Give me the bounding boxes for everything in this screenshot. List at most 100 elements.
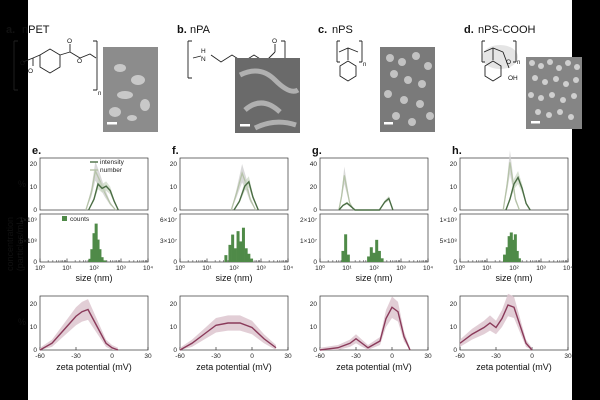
- zeta-y-label: %: [18, 317, 26, 327]
- zeta-x-label: zeta potential (mV): [336, 362, 412, 372]
- zeta-series-line: [39, 308, 119, 351]
- panel-letter-b: b.: [177, 24, 187, 36]
- zeta-y-tick: 10: [450, 324, 458, 331]
- ps-n: n: [363, 62, 366, 68]
- pet-o4: O: [77, 58, 82, 65]
- counts-bar: [503, 254, 507, 262]
- counts-bar: [96, 239, 100, 262]
- intensity-uncertainty-band: [338, 196, 393, 210]
- zeta-y-tick: 0: [33, 347, 37, 354]
- percent-y-tick: 20: [30, 161, 38, 168]
- size-x-tick-label: 10⁰: [175, 264, 185, 272]
- chem-structure-pet-icon: [13, 40, 98, 91]
- counts-bar: [228, 244, 232, 262]
- number-series-line: [338, 175, 355, 211]
- zeta-plot-frame: [179, 295, 289, 351]
- counts-bar: [88, 258, 92, 262]
- zeta-series-line: [179, 322, 277, 351]
- pet-n: n: [98, 91, 101, 97]
- legend-number-label: number: [100, 167, 123, 174]
- zeta-x-tick-label: 0: [110, 353, 114, 360]
- scale-bar-pa: [240, 124, 250, 127]
- scale-bar-ps-cooh: [531, 121, 540, 124]
- cooh-o: O: [506, 59, 511, 66]
- size-x-tick-label: 10⁴: [563, 265, 573, 272]
- size-x-tick-label: 10⁴: [283, 265, 293, 272]
- zeta-x-tick-label: -60: [455, 353, 465, 360]
- concentration-y-tick: 2×10⁷: [300, 217, 318, 224]
- chart-panel-letter: e.: [32, 145, 41, 157]
- zeta-y-tick: 0: [453, 347, 457, 354]
- number-series-line: [85, 168, 117, 211]
- size-x-tick-label: 10⁰: [455, 264, 465, 272]
- size-x-label: size (nm): [495, 273, 532, 283]
- zeta-y-tick: 0: [313, 347, 317, 354]
- zeta-uncertainty-band: [180, 315, 276, 350]
- panel-name-c: nPS: [332, 24, 353, 36]
- percent-y-tick: 20: [450, 161, 458, 168]
- counts-bar: [367, 256, 371, 262]
- cooh-n: n: [517, 60, 520, 66]
- concentration-y-tick: 0: [453, 259, 457, 266]
- intensity-series-line: [233, 180, 259, 211]
- size-x-label: size (nm): [355, 273, 392, 283]
- counts-bar: [94, 223, 98, 262]
- chem-structure-ps-cooh-icon: [481, 40, 517, 82]
- zeta-plot-frame: [39, 295, 149, 351]
- zeta-x-tick-label: -30: [351, 353, 361, 360]
- zeta-y-tick: 20: [450, 301, 458, 308]
- counts-bar: [377, 250, 381, 262]
- counts-bar: [92, 233, 96, 262]
- size-x-tick-label: 10²: [229, 265, 239, 272]
- zeta-x-tick-label: 30: [284, 353, 292, 360]
- intensity-series-line: [338, 197, 394, 211]
- percent-plot-frame: [39, 157, 149, 211]
- zeta-x-tick-label: -60: [35, 353, 45, 360]
- number-uncertainty-band: [503, 150, 520, 210]
- zeta-x-label: zeta potential (mV): [56, 362, 132, 372]
- counts-bar: [505, 247, 509, 262]
- counts-bar: [513, 234, 517, 262]
- number-series-line: [230, 171, 257, 211]
- zeta-x-tick-label: 0: [390, 353, 394, 360]
- zeta-x-tick-label: 30: [144, 353, 152, 360]
- size-x-tick-label: 10⁰: [315, 264, 325, 272]
- zeta-plot-frame: [319, 295, 429, 351]
- size-x-tick-label: 10¹: [342, 265, 352, 272]
- scale-bar-pet: [107, 122, 117, 125]
- percent-y-tick: 0: [453, 207, 457, 214]
- size-x-tick-label: 10⁰: [35, 264, 45, 272]
- y-label-concentration-2: (particles/mL): [15, 217, 25, 272]
- chart-panel-letter: h.: [452, 145, 462, 157]
- percent-y-tick: 20: [170, 161, 178, 168]
- concentration-y-tick: 1×10⁹: [20, 217, 38, 224]
- size-x-tick-label: 10²: [89, 265, 99, 272]
- counts-bar: [247, 253, 251, 262]
- zeta-x-tick-label: 0: [250, 353, 254, 360]
- percent-y-tick: 40: [310, 161, 318, 168]
- size-x-tick-label: 10³: [536, 265, 546, 272]
- panel-letter-c: c.: [318, 24, 327, 36]
- pa-n: N: [201, 56, 206, 63]
- panel-a: a. nPET O O O O n: [6, 24, 158, 132]
- panel-name-d: nPS-COOH: [478, 24, 536, 36]
- counts-bar: [372, 252, 376, 262]
- percent-y-tick: 10: [30, 184, 38, 191]
- zeta-x-tick-label: 30: [424, 353, 432, 360]
- counts-bar: [236, 231, 240, 262]
- zeta-uncertainty-band: [320, 296, 410, 350]
- size-x-label: size (nm): [75, 273, 112, 283]
- counts-bar: [344, 234, 348, 262]
- zeta-x-tick-label: -30: [211, 353, 221, 360]
- zeta-series-line: [319, 306, 411, 351]
- size-x-tick-label: 10³: [116, 265, 126, 272]
- percent-y-tick: 10: [450, 184, 458, 191]
- counts-bar: [100, 257, 104, 262]
- zeta-uncertainty-band: [40, 299, 118, 350]
- chart-panel-letter: f.: [172, 145, 179, 157]
- intensity-series-line: [87, 182, 119, 211]
